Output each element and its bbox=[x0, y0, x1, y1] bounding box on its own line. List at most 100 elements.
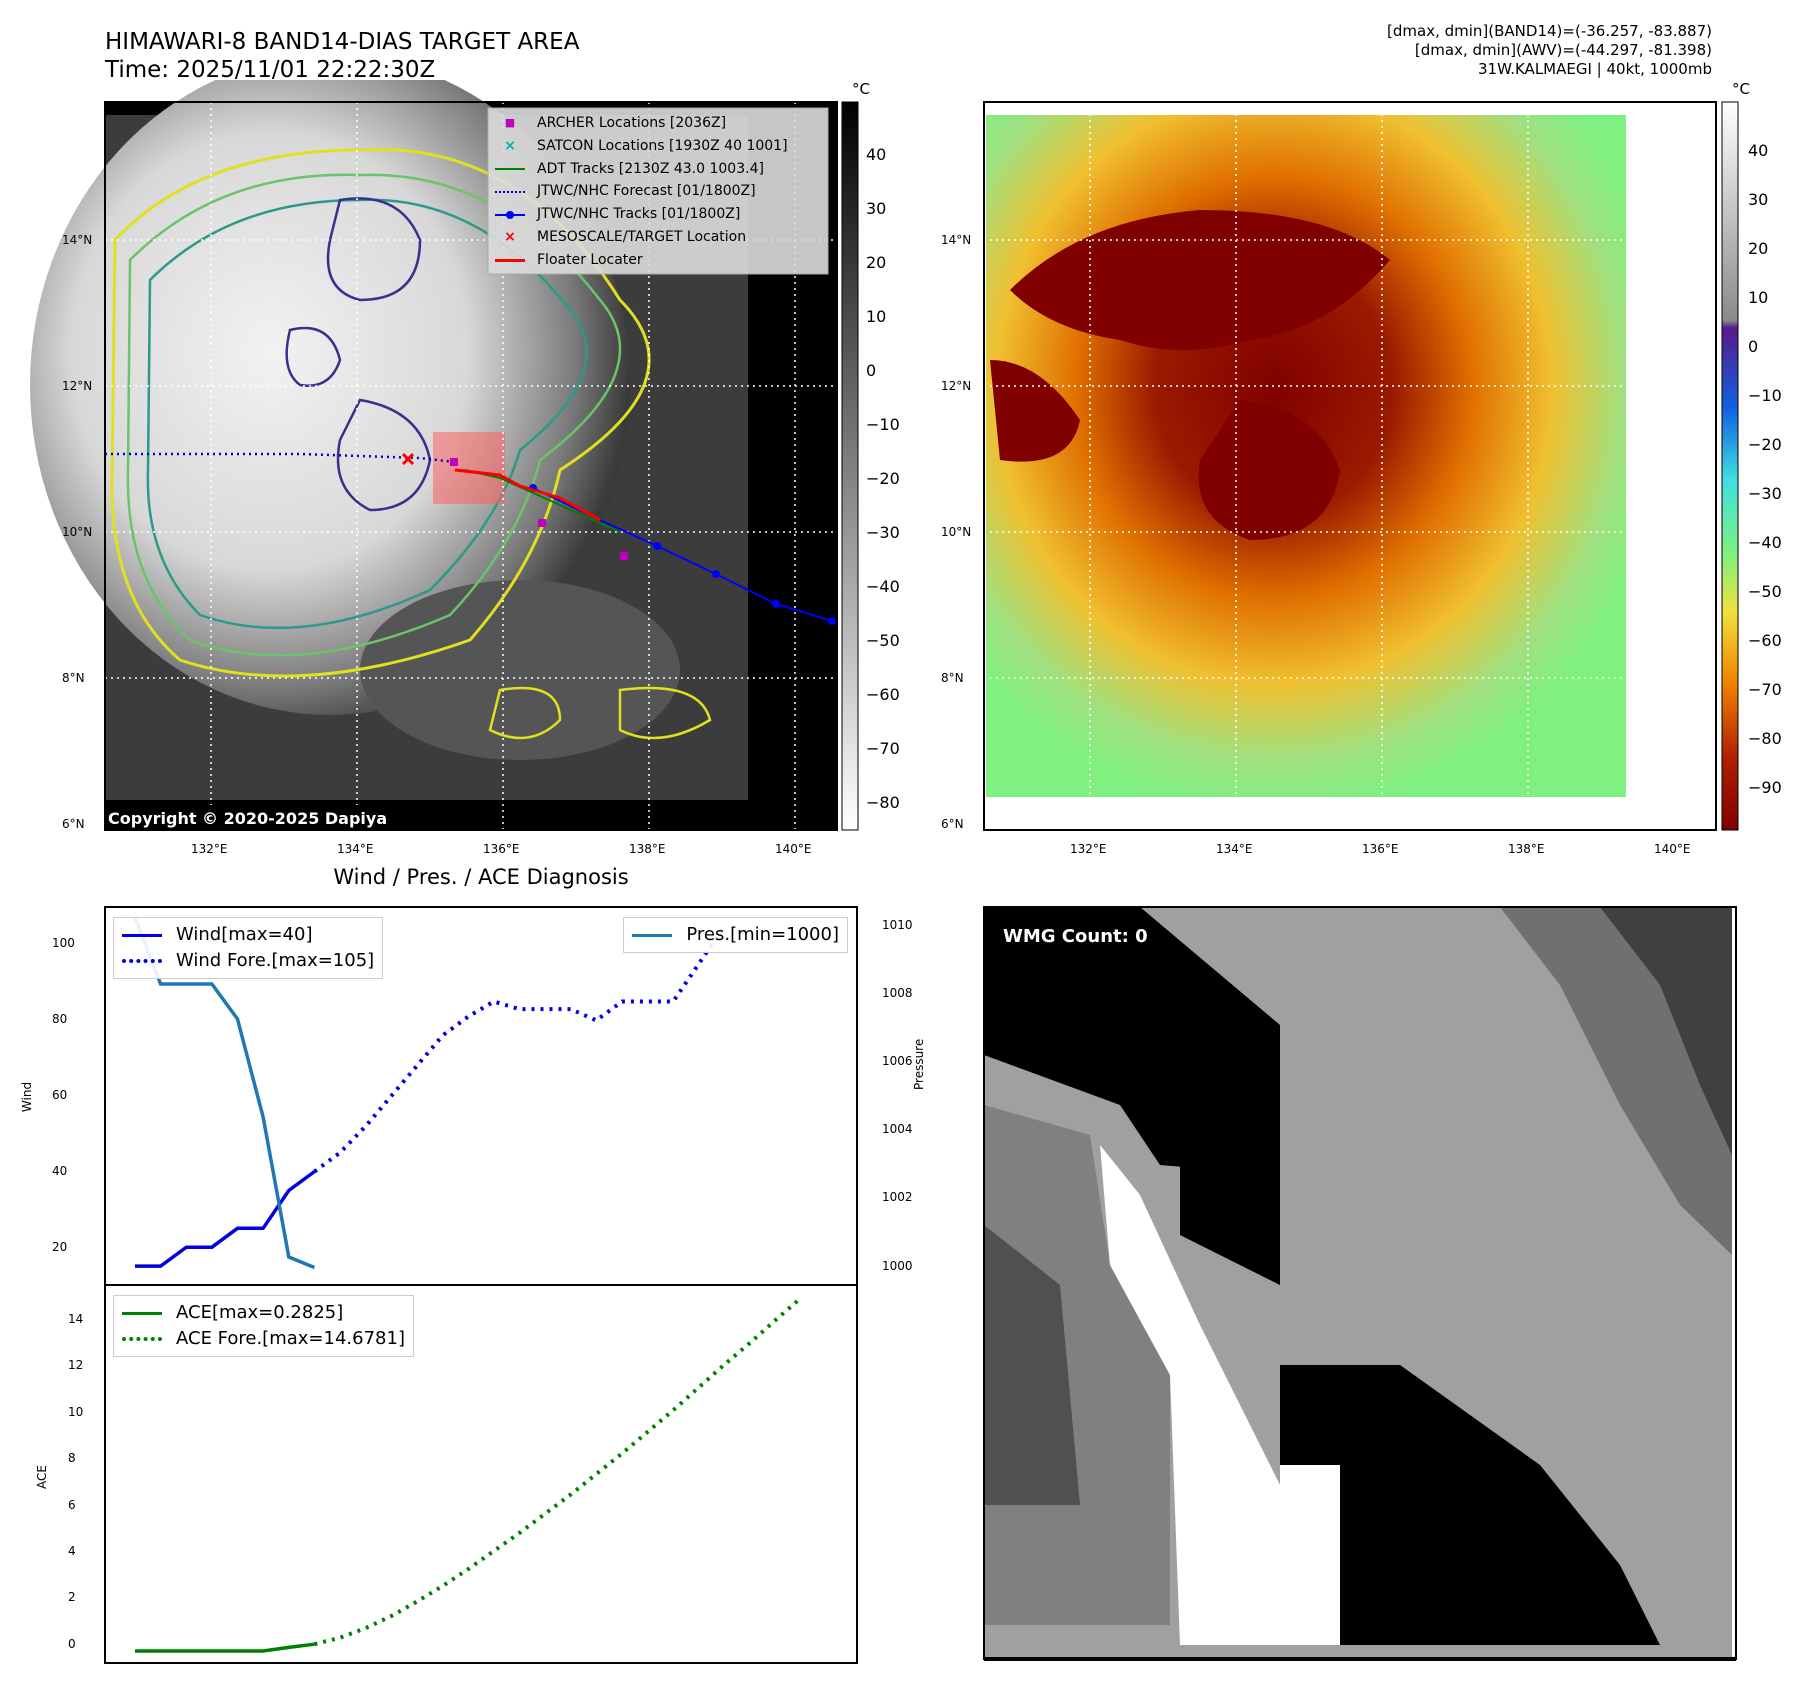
legend-item: Pres.[min=1000] bbox=[632, 922, 839, 948]
colorbar-tick: 30 bbox=[1748, 190, 1769, 209]
pres-legend: Pres.[min=1000] bbox=[623, 917, 848, 953]
colorbar-tick: −50 bbox=[866, 631, 900, 650]
map-legend: ■ ARCHER Locations [2036Z] × SATCON Loca… bbox=[495, 112, 788, 272]
legend-label: ACE[max=0.2825] bbox=[176, 1302, 344, 1323]
lat-label: 12°N bbox=[941, 379, 972, 393]
legend-label: JTWC/NHC Tracks [01/1800Z] bbox=[537, 206, 741, 223]
legend-label: Pres.[min=1000] bbox=[686, 924, 839, 945]
legend-x-icon: × bbox=[504, 228, 516, 245]
colorbar-tick: 20 bbox=[866, 253, 887, 272]
title-line-1: HIMAWARI-8 BAND14-DIAS TARGET AREA bbox=[105, 29, 580, 55]
wind-series bbox=[135, 1170, 316, 1268]
title-line-2: Time: 2025/11/01 22:22:30Z bbox=[105, 57, 436, 83]
legend-line-icon bbox=[495, 167, 525, 170]
pres-tick: 1008 bbox=[882, 986, 913, 1000]
legend-item: ADT Tracks [2130Z 43.0 1003.4] bbox=[495, 158, 788, 181]
legend-line-icon bbox=[122, 1311, 162, 1315]
legend-item: JTWC/NHC Forecast [01/1800Z] bbox=[495, 180, 788, 203]
copyright-label: Copyright © 2020-2025 Dapiya bbox=[108, 809, 388, 828]
wmg-panel bbox=[983, 906, 1737, 1661]
left-map bbox=[30, 80, 859, 831]
legend-label: ADT Tracks [2130Z 43.0 1003.4] bbox=[537, 160, 764, 177]
colorbar-tick: 0 bbox=[1748, 337, 1759, 356]
colorbar-tick: 0 bbox=[866, 361, 877, 380]
wind-legend: Wind[max=40] Wind Fore.[max=105] bbox=[113, 917, 384, 979]
diagnosis-title: Wind / Pres. / ACE Diagnosis bbox=[333, 865, 629, 889]
pres-tick: 1010 bbox=[882, 918, 913, 932]
ace-tick: 8 bbox=[68, 1451, 76, 1465]
lat-label: 8°N bbox=[941, 671, 964, 685]
colorbar-tick: −40 bbox=[1748, 533, 1782, 552]
colorbar-tick: −90 bbox=[1748, 778, 1782, 797]
legend-line-icon bbox=[495, 258, 525, 262]
lon-label: 140°E bbox=[1654, 842, 1691, 856]
colorbar-unit: °C bbox=[852, 80, 870, 98]
pres-tick: 1000 bbox=[882, 1259, 913, 1273]
legend-item: Wind Fore.[max=105] bbox=[122, 948, 374, 974]
legend-item: Floater Locater bbox=[495, 249, 788, 272]
colorbar-tick: −30 bbox=[866, 523, 900, 542]
colorbar-tick: −70 bbox=[1748, 680, 1782, 699]
ace-tick: 0 bbox=[68, 1637, 76, 1651]
lon-label: 132°E bbox=[1070, 842, 1107, 856]
lat-label: 6°N bbox=[941, 817, 964, 831]
legend-dotted-icon bbox=[122, 959, 162, 963]
ace-tick: 10 bbox=[68, 1405, 84, 1419]
legend-line-icon bbox=[122, 933, 162, 937]
lat-label: 10°N bbox=[941, 525, 972, 539]
colorbar-unit: °C bbox=[1732, 80, 1750, 98]
ace-tick: 14 bbox=[68, 1312, 84, 1326]
legend-item: × SATCON Locations [1930Z 40 1001] bbox=[495, 135, 788, 158]
wind-tick: 80 bbox=[52, 1012, 68, 1026]
info-band14: [dmax, dmin](BAND14)=(-36.257, -83.887) bbox=[1387, 22, 1712, 40]
legend-item: Wind[max=40] bbox=[122, 922, 374, 948]
ace-tick: 12 bbox=[68, 1358, 84, 1372]
info-awv: [dmax, dmin](AWV)=(-44.297, -81.398) bbox=[1414, 41, 1712, 59]
wind-tick: 100 bbox=[52, 936, 75, 950]
wmg-count-label: WMG Count: 0 bbox=[993, 922, 1158, 951]
legend-square-icon: ■ bbox=[504, 116, 516, 129]
colorbar-tick: 30 bbox=[866, 199, 887, 218]
legend-label: Wind[max=40] bbox=[176, 924, 313, 945]
colorbar-tick: −10 bbox=[1748, 386, 1782, 405]
ace-legend: ACE[max=0.2825] ACE Fore.[max=14.6781] bbox=[113, 1295, 414, 1357]
colorbar-tick: −40 bbox=[866, 577, 900, 596]
lat-label: 6°N bbox=[62, 817, 85, 831]
colorbar-tick: −50 bbox=[1748, 582, 1782, 601]
colorbar-tick: −60 bbox=[866, 685, 900, 704]
pres-tick: 1002 bbox=[882, 1190, 913, 1204]
lon-label: 140°E bbox=[775, 842, 812, 856]
legend-label: ACE Fore.[max=14.6781] bbox=[176, 1328, 405, 1349]
legend-x-icon: × bbox=[504, 137, 516, 154]
wind-tick: 20 bbox=[52, 1240, 68, 1254]
legend-label: MESOSCALE/TARGET Location bbox=[537, 228, 747, 245]
lat-label: 14°N bbox=[62, 233, 93, 247]
legend-dotted-icon bbox=[495, 190, 525, 193]
pres-ylabel: Pressure bbox=[912, 1038, 926, 1090]
ace-tick: 2 bbox=[68, 1590, 76, 1604]
info-block: [dmax, dmin](BAND14)=(-36.257, -83.887) … bbox=[1387, 22, 1712, 79]
lon-label: 132°E bbox=[191, 842, 228, 856]
lon-label: 134°E bbox=[337, 842, 374, 856]
diagnosis-chart bbox=[104, 906, 858, 1664]
colorbar-tick: −60 bbox=[1748, 631, 1782, 650]
colorbar-tick: −20 bbox=[1748, 435, 1782, 454]
colorbar-tick: 40 bbox=[1748, 141, 1769, 160]
legend-label: SATCON Locations [1930Z 40 1001] bbox=[537, 137, 788, 154]
colorbar-tick: −10 bbox=[866, 415, 900, 434]
legend-label: Floater Locater bbox=[537, 251, 643, 268]
lon-label: 134°E bbox=[1216, 842, 1253, 856]
page-title: HIMAWARI-8 BAND14-DIAS TARGET AREA Time:… bbox=[105, 28, 579, 84]
right-map bbox=[983, 101, 1739, 831]
wind-ylabel: Wind bbox=[20, 1081, 35, 1113]
colorbar-tick: 10 bbox=[1748, 288, 1769, 307]
colorbar-tick: −80 bbox=[1748, 729, 1782, 748]
legend-label: JTWC/NHC Forecast [01/1800Z] bbox=[537, 183, 756, 200]
legend-label: Wind Fore.[max=105] bbox=[176, 950, 375, 971]
lat-label: 10°N bbox=[62, 525, 93, 539]
legend-item: ACE Fore.[max=14.6781] bbox=[122, 1326, 405, 1352]
pres-tick: 1006 bbox=[882, 1054, 913, 1068]
legend-line-icon bbox=[632, 933, 673, 937]
lon-label: 136°E bbox=[1362, 842, 1399, 856]
legend-item: JTWC/NHC Tracks [01/1800Z] bbox=[495, 203, 788, 226]
